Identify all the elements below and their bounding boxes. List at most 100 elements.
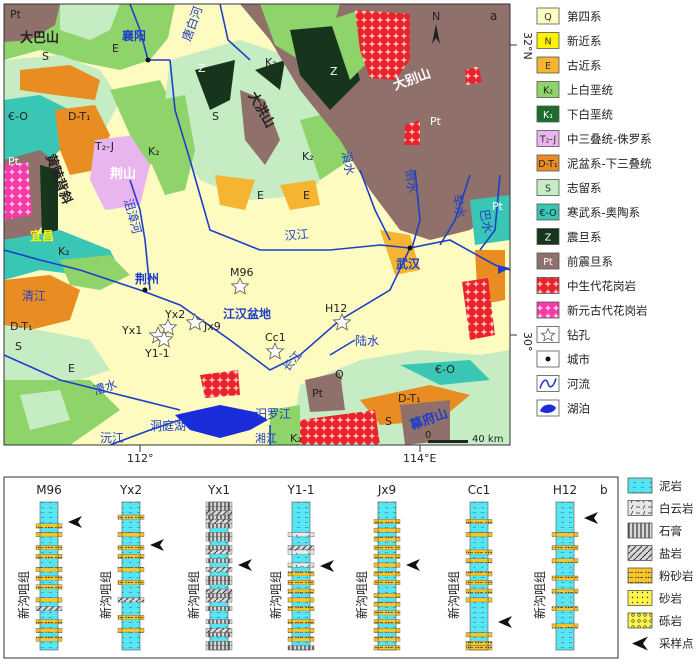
label-s-se: S (385, 415, 392, 428)
pt-mufushan (400, 400, 450, 445)
label-k2-west: K₂ (148, 145, 160, 158)
city-markers (142, 57, 413, 293)
legend-label: 古近系 (567, 59, 602, 73)
s-north-band (60, 4, 120, 40)
well-cc1: Cc1 (265, 331, 286, 360)
label-wuhan: 武汉 (396, 256, 421, 271)
lithology-layer (470, 610, 488, 616)
formation-label: 新沟咀组 (532, 571, 547, 619)
lithology-layer (210, 571, 228, 576)
lithology-layer (122, 606, 140, 611)
lithology-layer (556, 519, 574, 524)
svg-text:Y1-1: Y1-1 (144, 347, 170, 360)
label-eo-se: €-O (435, 363, 455, 376)
lithology-layer (470, 506, 488, 511)
svg-text:Yx1: Yx1 (121, 324, 142, 337)
lithology-layer (292, 584, 310, 590)
lithology-layer (470, 576, 488, 581)
lithology-layer (378, 506, 396, 511)
label-hanjiang: 汉江 (284, 227, 309, 243)
label-dongtinghu: 洞庭湖 (150, 418, 186, 433)
lithology-layer (122, 523, 140, 529)
legend-item: 湖泊 (536, 399, 590, 417)
column-outline (469, 501, 489, 651)
lithology-layer (470, 606, 488, 611)
legend-swatch (536, 105, 560, 123)
bashui-river (479, 174, 501, 251)
lithology-layer (292, 502, 310, 507)
well-m96: M96 (230, 266, 254, 295)
formation-label: 新沟咀组 (268, 571, 283, 619)
lithology-layer (210, 554, 228, 559)
legend-label: 寒武系-奥陶系 (567, 206, 640, 220)
dt1-sw-zone (4, 275, 80, 330)
lithology-layer (40, 528, 58, 533)
label-e-central: E (257, 189, 264, 202)
river-network (4, 4, 510, 445)
legend-code: K₁ (543, 110, 553, 121)
lithology-swatch (627, 522, 653, 539)
lithology-layer (378, 632, 396, 637)
legend-label: 泥盆系-下三叠统 (567, 157, 652, 171)
label-lushui: 陆水 (355, 333, 379, 348)
legend-swatch (536, 154, 560, 172)
label-jingshan: 荆山 (110, 166, 136, 182)
lithology-layer (122, 528, 140, 533)
z-central (195, 60, 235, 110)
lishui-river (4, 354, 181, 411)
lithology-layer (210, 615, 228, 620)
lithology-layer (292, 593, 310, 598)
z-dahongshan-n (255, 60, 285, 90)
lithology-layer (40, 515, 58, 520)
legend-code: Q (544, 12, 551, 23)
lithology-layer (470, 510, 488, 516)
lithology-layer (378, 606, 396, 611)
graticule-ticks (139, 44, 517, 452)
label-daoshui: 倒水 (402, 168, 420, 194)
label-s-central: S (212, 110, 219, 123)
column-outline (377, 501, 397, 651)
label-s-west: S (42, 50, 49, 63)
city-dot-icon (545, 356, 551, 362)
label-q-south: Q (335, 368, 344, 381)
column-well-name: Yx2 (119, 483, 142, 497)
city-dot-jingzhou (142, 287, 148, 293)
lithology-layer (556, 515, 574, 520)
label-miluojiang: 汨罗江 (255, 407, 291, 421)
lithology-layer (556, 562, 574, 568)
lithology-layer (40, 593, 58, 598)
label-k2-central: K₂ (302, 150, 314, 163)
lithology-layer (378, 515, 396, 520)
label-eo-west: €-O (8, 110, 28, 123)
lithology-layer (40, 589, 58, 594)
legend-item: T₂-J 中三叠统-侏罗系 (536, 130, 652, 147)
lithology-layer (122, 519, 140, 524)
legend-item: E 古近系 (536, 56, 602, 74)
lithology-legend-label: 粉砂岩 (659, 569, 694, 583)
lithology-layer (470, 567, 488, 572)
lithology-layer (40, 519, 58, 524)
lithology-layer (40, 580, 58, 585)
label-yichang: 宜昌 (30, 228, 54, 243)
lithology-layer (556, 541, 574, 546)
legend-swatch (536, 228, 560, 245)
label-pt-west: Pt (8, 155, 20, 168)
lithology-legend-item: 石膏 (627, 522, 682, 539)
changjiang-river (4, 239, 510, 371)
legend-code: Z (545, 233, 552, 244)
lithology-layer (470, 602, 488, 607)
strat-column: Yx2 新沟咀组 (98, 483, 164, 651)
lithology-layer (556, 571, 574, 576)
lithology-layer (292, 641, 310, 646)
lithology-layer (40, 623, 58, 629)
e-central-patch2 (280, 180, 320, 210)
column-well-name: H12 (553, 483, 577, 497)
legend-item: S 志留系 (536, 179, 602, 196)
lithology-layer (470, 536, 488, 542)
lithology-layer (378, 597, 396, 603)
strat-column: M96 新沟咀组 (16, 483, 82, 651)
label-k2-south: K₂ (290, 432, 302, 445)
juzhanghe-river (129, 179, 151, 291)
lithology-layer (470, 584, 488, 590)
